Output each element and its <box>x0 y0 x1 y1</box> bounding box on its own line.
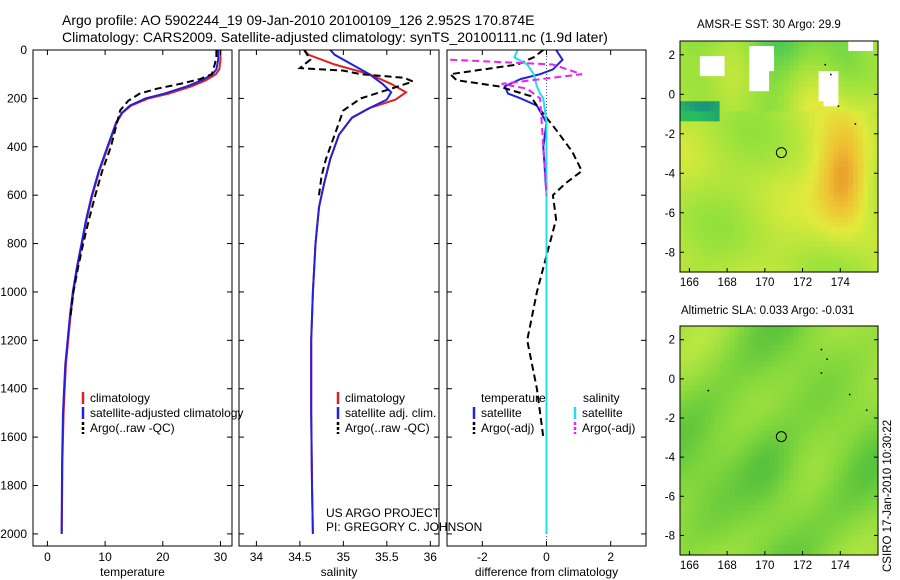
sst-lat-tick-label: 2 <box>669 50 675 62</box>
sst-lon-tick-label: 170 <box>755 277 774 289</box>
sla-map-frame <box>679 325 879 556</box>
sla-lat-tick-label: -6 <box>665 491 675 503</box>
difference-xtick-label: 0 <box>543 550 550 564</box>
salinity-xlabel: salinity <box>321 565 358 579</box>
temperature-series-climatology <box>60 50 222 534</box>
depth-tick-label: 400 <box>7 140 27 154</box>
temperature-series-satellite-adjusted-climatology <box>60 50 220 534</box>
temperature-xlabel: temperature <box>100 565 165 579</box>
difference-series-temperature-argo-adj- <box>447 50 584 438</box>
sal-legend-climatology-label: climatology <box>345 391 405 405</box>
sla-lon-tick-label: 168 <box>718 560 737 572</box>
difference-xtick-label: -2 <box>477 550 488 564</box>
depth-tick-label: 1200 <box>0 333 27 347</box>
sla-island-speck <box>826 358 828 361</box>
salinity-series-satellite-adj-clim- <box>310 50 393 534</box>
sst-island-speck <box>837 105 840 108</box>
diff-legend-sal-satellite-label: satellite <box>582 406 623 420</box>
sla-lat-tick-label: -8 <box>665 530 675 542</box>
sst-lon-tick-label: 168 <box>718 277 737 289</box>
salinity-xtick-label: 34.5 <box>288 550 312 564</box>
sla-island-speck <box>865 409 868 412</box>
diff-legend-title-temperature: temperature <box>481 391 546 405</box>
sla-lon-tick-label: 170 <box>755 560 774 572</box>
sla-lon-tick-label: 166 <box>680 560 699 572</box>
depth-tick-label: 800 <box>7 237 27 251</box>
difference-series-salinity-argo-adj- <box>450 58 583 196</box>
temperature-xtick-label: 20 <box>156 550 170 564</box>
sla-lat-tick-label: -2 <box>665 413 675 425</box>
salinity-xtick-label: 35.5 <box>375 550 399 564</box>
sst-island-speck <box>824 63 827 66</box>
difference-xtick-label: 2 <box>607 550 614 564</box>
sst-lat-tick-label: -6 <box>665 208 675 220</box>
sst-lon-tick-label: 166 <box>680 277 699 289</box>
difference-xlabel: difference from climatology <box>475 565 618 579</box>
depth-tick-label: 1800 <box>0 479 27 493</box>
salinity-xtick-label: 35 <box>337 550 351 564</box>
salinity-xtick-label: 34 <box>250 550 264 564</box>
sla-lat-tick-label: -4 <box>665 452 676 464</box>
sst-island-speck <box>829 73 832 76</box>
sla-map-title: Altimetric SLA: 0.033 Argo: -0.031 <box>681 305 855 317</box>
diff-legend-title-salinity: salinity <box>583 391 620 405</box>
project-credit: US ARGO PROJECT <box>326 506 441 520</box>
figure-title-line1: Argo profile: AO 5902244_19 09-Jan-2010 … <box>62 12 535 28</box>
depth-tick-label: 600 <box>7 188 27 202</box>
sal-legend-satellite-label: satellite adj. clim. <box>345 406 436 420</box>
depth-tick-label: 1000 <box>0 285 27 299</box>
sst-argo-float-marker <box>775 147 787 159</box>
depth-tick-label: 0 <box>20 43 27 57</box>
temp-legend-satellite-label: satellite-adjusted climatology <box>90 406 243 420</box>
sst-lat-tick-label: -8 <box>665 247 675 259</box>
pi-credit: PI: GREGORY C. JOHNSON <box>326 520 483 534</box>
difference-series-salinity-satellite <box>513 50 548 534</box>
sst-lat-tick-label: -4 <box>665 168 676 180</box>
depth-tick-label: 200 <box>7 91 27 105</box>
temp-legend-climatology-label: climatology <box>90 391 150 405</box>
salinity-xtick-label: 36 <box>424 550 438 564</box>
diff-legend-temp-satellite-label: satellite <box>481 406 522 420</box>
sla-lat-tick-label: 0 <box>669 374 675 386</box>
sst-lon-tick-label: 172 <box>793 277 812 289</box>
figure-title-line2: Climatology: CARS2009. Satellite-adjuste… <box>62 29 608 45</box>
depth-tick-label: 2000 <box>0 527 27 541</box>
sst-map-frame <box>679 40 879 273</box>
diff-legend-temp-argo-label: Argo(-adj) <box>481 421 534 435</box>
diff-legend-sal-argo-label: Argo(-adj) <box>582 421 635 435</box>
sla-island-speck <box>820 348 823 351</box>
sal-legend-argo-label: Argo(..raw -QC) <box>345 421 430 435</box>
sst-lat-tick-label: 0 <box>669 89 675 101</box>
sst-lon-tick-label: 174 <box>831 277 851 289</box>
sst-map-title: AMSR-E SST: 30 Argo: 29.9 <box>697 19 841 31</box>
sst-lat-tick-label: -2 <box>665 129 675 141</box>
sla-island-speck <box>707 389 710 392</box>
temperature-plot-frame <box>32 49 233 547</box>
sla-lon-tick-label: 172 <box>793 560 812 572</box>
sla-island-speck <box>848 393 851 396</box>
salinity-series-climatology <box>303 50 408 534</box>
sla-lon-tick-label: 174 <box>831 560 851 572</box>
sla-map-cells <box>680 326 879 556</box>
sla-argo-float-marker <box>775 431 787 443</box>
sst-island-speck <box>854 123 857 125</box>
sla-island-speck <box>820 372 823 374</box>
salinity-plot-frame <box>238 49 440 547</box>
depth-tick-label: 1400 <box>0 382 27 396</box>
depth-tick-label: 1600 <box>0 430 27 444</box>
temperature-series-argo-raw-qc- <box>69 50 218 317</box>
temperature-xtick-label: 10 <box>98 550 112 564</box>
sst-map-cells <box>680 41 879 273</box>
temp-legend-argo-label: Argo(..raw -QC) <box>90 421 175 435</box>
sla-lat-tick-label: 2 <box>669 335 675 347</box>
difference-series-temperature-satellite <box>503 50 564 534</box>
temperature-xtick-label: 0 <box>44 550 51 564</box>
temperature-xtick-label: 30 <box>214 550 228 564</box>
salinity-series-argo-raw-qc- <box>297 50 416 196</box>
